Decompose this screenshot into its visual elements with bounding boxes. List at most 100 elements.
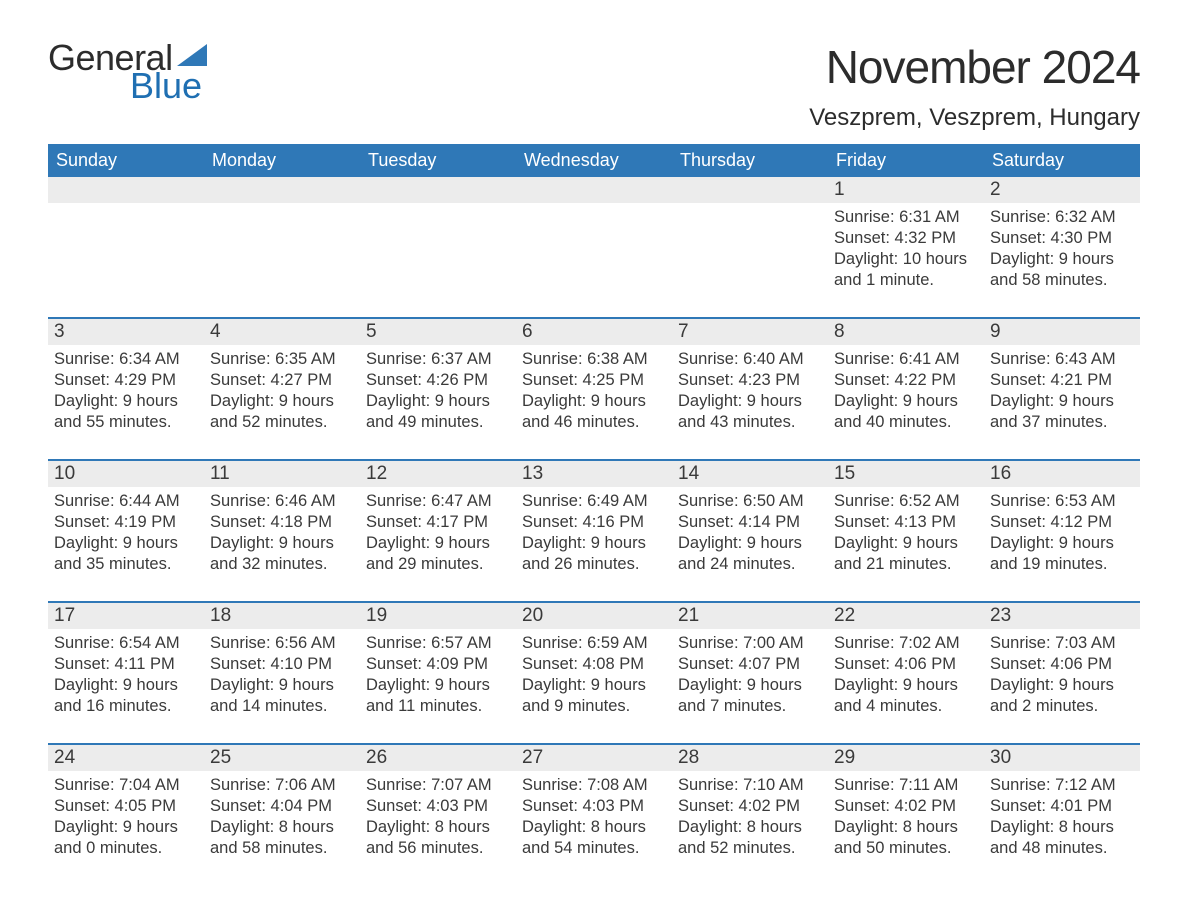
sunrise-line: Sunrise: 7:08 AM [522,775,666,796]
day-cell: 5 Sunrise: 6:37 AMSunset: 4:26 PMDaylight… [360,319,516,437]
sunrise-line: Sunrise: 6:40 AM [678,349,822,370]
day-cell: 25Sunrise: 7:06 AMSunset: 4:04 PMDayligh… [204,745,360,863]
day-cell: 29Sunrise: 7:11 AMSunset: 4:02 PMDayligh… [828,745,984,863]
day-body: Sunrise: 6:34 AMSunset: 4:29 PMDaylight:… [48,345,204,433]
sunrise-line: Sunrise: 7:11 AM [834,775,978,796]
sunrise-line: Sunrise: 6:52 AM [834,491,978,512]
day-number: 12 [366,463,387,484]
sunrise-line: Sunrise: 6:49 AM [522,491,666,512]
weekday-header: Saturday [984,144,1140,177]
day-number: 8 [834,321,845,342]
day-number-bar: 15 [828,461,984,487]
sunrise-line: Sunrise: 6:56 AM [210,633,354,654]
day-number: 28 [678,747,699,768]
day-number-bar: 4 [204,319,360,345]
day-number-bar [516,177,672,203]
day-number: 13 [522,463,543,484]
logo: General Blue [48,40,207,104]
sunrise-line: Sunrise: 6:50 AM [678,491,822,512]
day-cell: 28Sunrise: 7:10 AMSunset: 4:02 PMDayligh… [672,745,828,863]
sunset-line: Sunset: 4:14 PM [678,512,822,533]
day-number: 11 [210,463,230,484]
day-number-bar: 22 [828,603,984,629]
sunrise-line: Sunrise: 7:02 AM [834,633,978,654]
month-title: November 2024 [809,40,1140,94]
day-number-bar: 6 [516,319,672,345]
weekday-header: Wednesday [516,144,672,177]
weekday-header-row: SundayMondayTuesdayWednesdayThursdayFrid… [48,144,1140,177]
sunset-line: Sunset: 4:05 PM [54,796,198,817]
day-number: 1 [834,179,845,200]
week-row: 10Sunrise: 6:44 AMSunset: 4:19 PMDayligh… [48,459,1140,579]
day-body: Sunrise: 7:12 AMSunset: 4:01 PMDaylight:… [984,771,1140,859]
day-number: 29 [834,747,855,768]
day-cell: 23Sunrise: 7:03 AMSunset: 4:06 PMDayligh… [984,603,1140,721]
day-body: Sunrise: 7:07 AMSunset: 4:03 PMDaylight:… [360,771,516,859]
daylight-line: Daylight: 9 hours and 14 minutes. [210,675,354,717]
sunset-line: Sunset: 4:02 PM [834,796,978,817]
day-body: Sunrise: 6:46 AMSunset: 4:18 PMDaylight:… [204,487,360,575]
day-body: Sunrise: 7:04 AMSunset: 4:05 PMDaylight:… [48,771,204,859]
day-number-bar [672,177,828,203]
daylight-line: Daylight: 8 hours and 52 minutes. [678,817,822,859]
sunrise-line: Sunrise: 7:00 AM [678,633,822,654]
daylight-line: Daylight: 9 hours and 58 minutes. [990,249,1134,291]
day-number: 15 [834,463,855,484]
day-body: Sunrise: 6:59 AMSunset: 4:08 PMDaylight:… [516,629,672,717]
daylight-line: Daylight: 9 hours and 55 minutes. [54,391,198,433]
sunrise-line: Sunrise: 7:04 AM [54,775,198,796]
day-body: Sunrise: 7:03 AMSunset: 4:06 PMDaylight:… [984,629,1140,717]
sunset-line: Sunset: 4:32 PM [834,228,978,249]
day-number-bar [360,177,516,203]
day-body: Sunrise: 6:49 AMSunset: 4:16 PMDaylight:… [516,487,672,575]
day-body: Sunrise: 6:47 AMSunset: 4:17 PMDaylight:… [360,487,516,575]
day-number-bar [48,177,204,203]
daylight-line: Daylight: 9 hours and 26 minutes. [522,533,666,575]
day-number: 20 [522,605,543,626]
day-cell: 1Sunrise: 6:31 AMSunset: 4:32 PMDaylight… [828,177,984,295]
day-number-bar: 20 [516,603,672,629]
sunrise-line: Sunrise: 6:59 AM [522,633,666,654]
day-number-bar: 24 [48,745,204,771]
daylight-line: Daylight: 9 hours and 52 minutes. [210,391,354,433]
sunset-line: Sunset: 4:03 PM [366,796,510,817]
weekday-header: Friday [828,144,984,177]
day-cell: 15Sunrise: 6:52 AMSunset: 4:13 PMDayligh… [828,461,984,579]
day-number-bar: 10 [48,461,204,487]
sunset-line: Sunset: 4:12 PM [990,512,1134,533]
day-cell: 8Sunrise: 6:41 AMSunset: 4:22 PMDaylight… [828,319,984,437]
day-number-bar: 27 [516,745,672,771]
sunrise-line: Sunrise: 6:35 AM [210,349,354,370]
day-body: Sunrise: 6:57 AMSunset: 4:09 PMDaylight:… [360,629,516,717]
day-cell: 2Sunrise: 6:32 AMSunset: 4:30 PMDaylight… [984,177,1140,295]
day-cell: 20 Sunrise: 6:59 AMSunset: 4:08 PMDayligh… [516,603,672,721]
sunset-line: Sunset: 4:10 PM [210,654,354,675]
day-number: 9 [990,321,1001,342]
sunrise-line: Sunrise: 6:57 AM [366,633,510,654]
day-body: Sunrise: 6:37 AMSunset: 4:26 PMDaylight:… [360,345,516,433]
daylight-line: Daylight: 9 hours and 35 minutes. [54,533,198,575]
week-row: 24Sunrise: 7:04 AMSunset: 4:05 PMDayligh… [48,743,1140,863]
sunrise-line: Sunrise: 6:34 AM [54,349,198,370]
week-row: 17Sunrise: 6:54 AMSunset: 4:11 PMDayligh… [48,601,1140,721]
sunset-line: Sunset: 4:25 PM [522,370,666,391]
location-text: Veszprem, Veszprem, Hungary [809,104,1140,132]
day-cell: 24 Sunrise: 7:04 AMSunset: 4:05 PMDayligh… [48,745,204,863]
sunrise-line: Sunrise: 7:10 AM [678,775,822,796]
day-cell: 12 Sunrise: 6:47 AMSunset: 4:17 PMDayligh… [360,461,516,579]
sunset-line: Sunset: 4:18 PM [210,512,354,533]
day-number-bar: 18 [204,603,360,629]
daylight-line: Daylight: 9 hours and 4 minutes. [834,675,978,717]
daylight-line: Daylight: 9 hours and 9 minutes. [522,675,666,717]
calendar: SundayMondayTuesdayWednesdayThursdayFrid… [48,144,1140,863]
daylight-line: Daylight: 9 hours and 2 minutes. [990,675,1134,717]
day-cell: 13 Sunrise: 6:49 AMSunset: 4:16 PMDayligh… [516,461,672,579]
weeks-container: 1Sunrise: 6:31 AMSunset: 4:32 PMDaylight… [48,177,1140,863]
day-cell: 10Sunrise: 6:44 AMSunset: 4:19 PMDayligh… [48,461,204,579]
day-number: 24 [54,747,75,768]
sunrise-line: Sunrise: 6:38 AM [522,349,666,370]
daylight-line: Daylight: 9 hours and 16 minutes. [54,675,198,717]
day-number: 26 [366,747,387,768]
day-number: 5 [366,321,377,342]
day-number-bar [204,177,360,203]
